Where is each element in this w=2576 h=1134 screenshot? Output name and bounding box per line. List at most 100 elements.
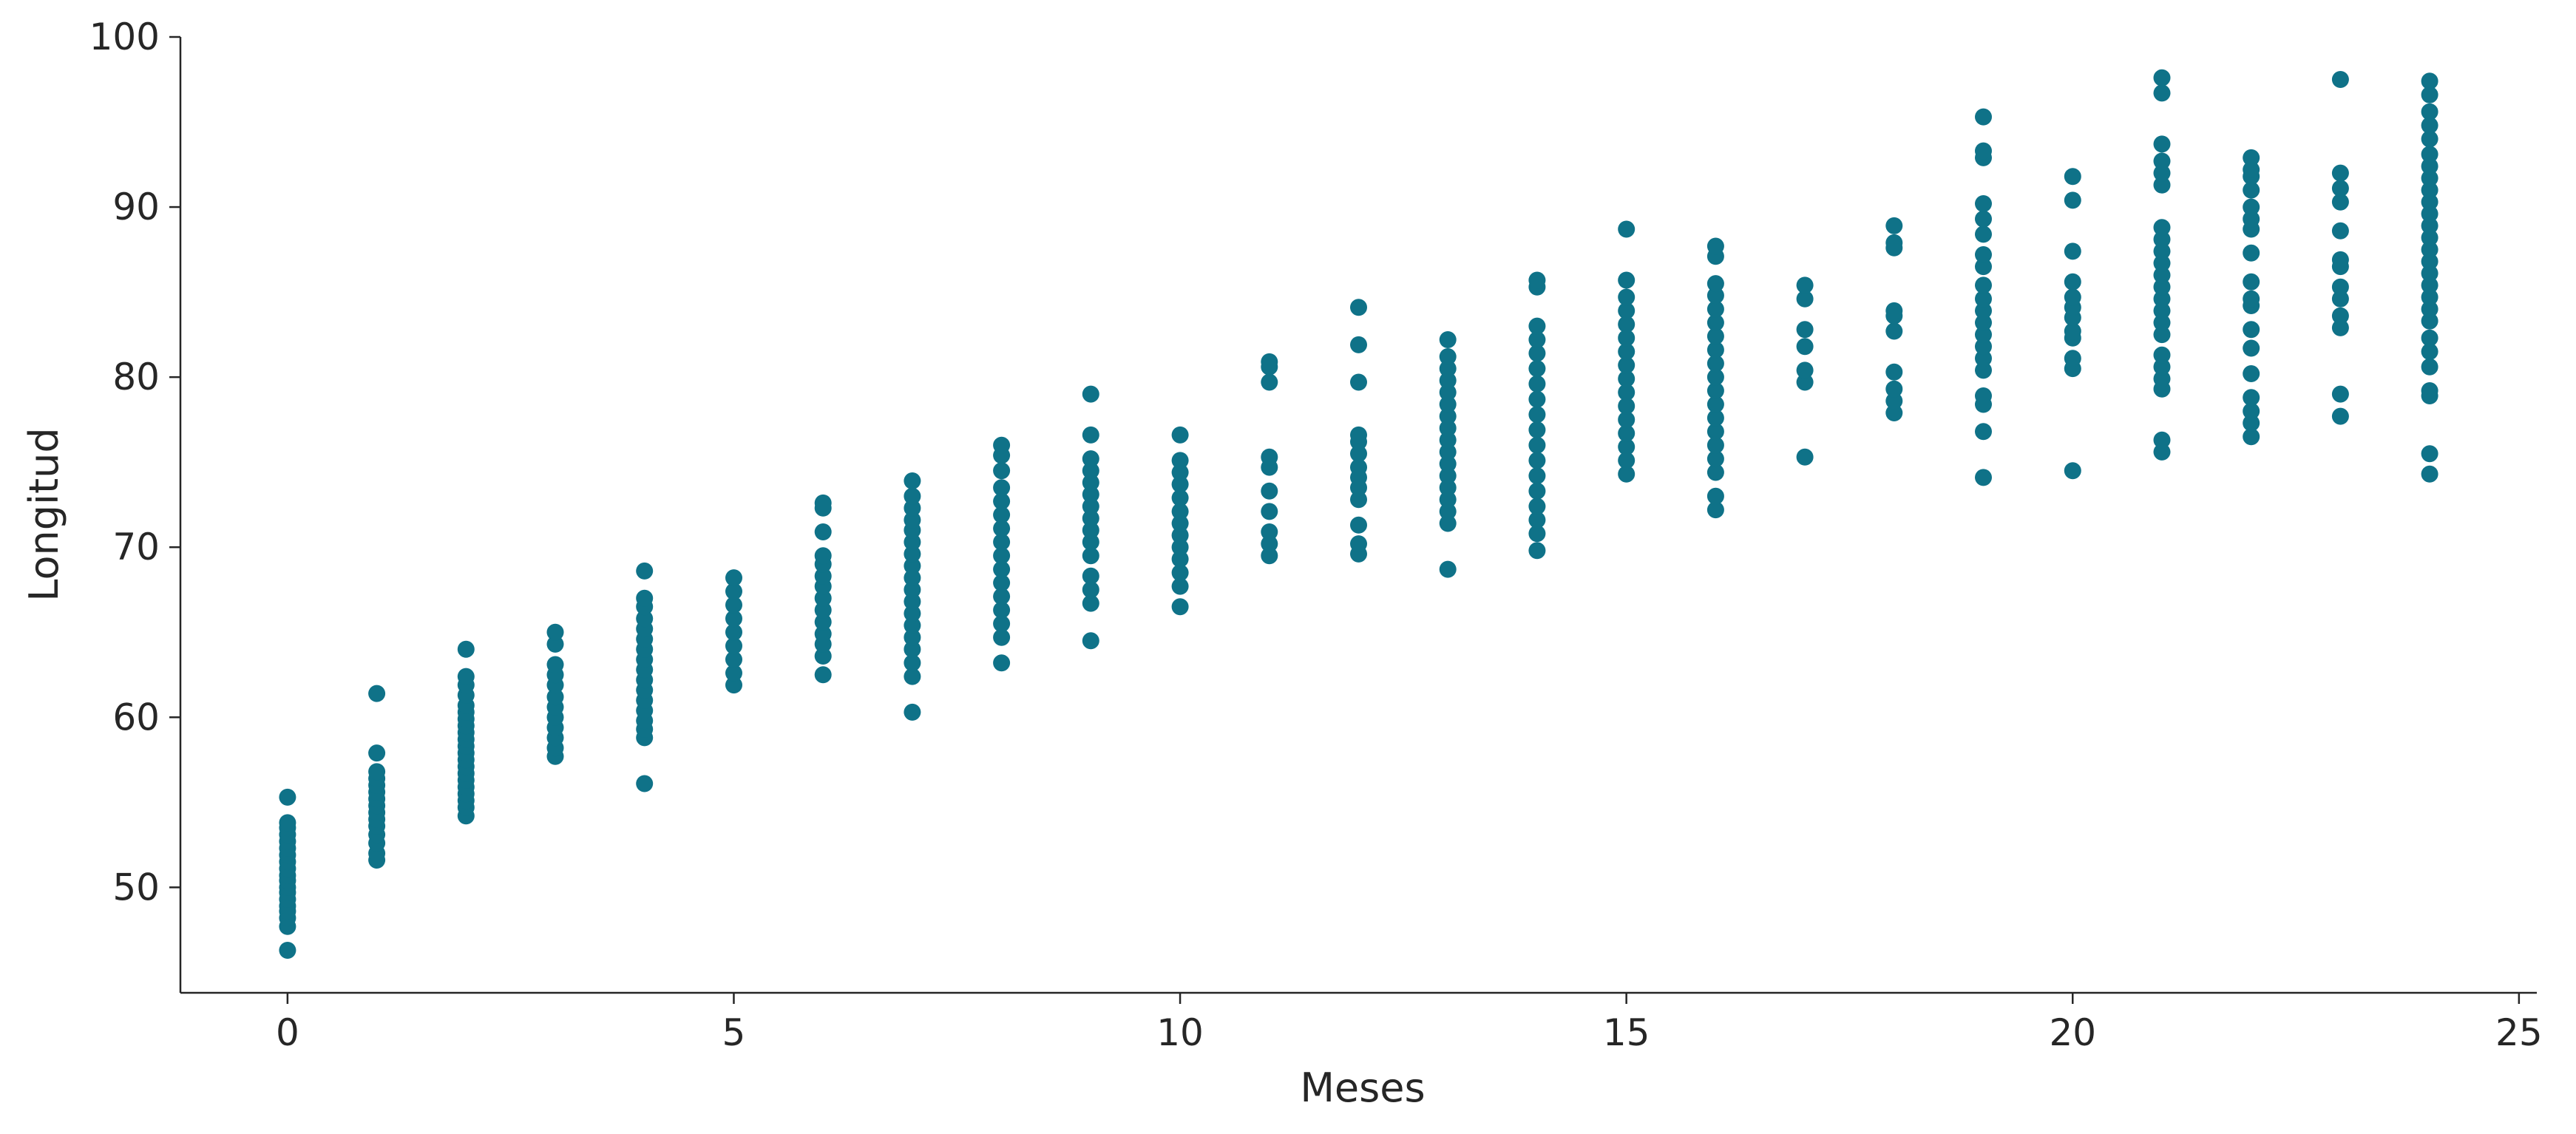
data-point: [1528, 360, 1546, 378]
data-point: [1261, 535, 1278, 553]
data-point: [1528, 452, 1546, 469]
data-point: [1618, 397, 1636, 415]
data-point: [2421, 229, 2438, 246]
data-point: [368, 763, 386, 781]
data-point: [1796, 276, 1814, 294]
data-point: [1082, 462, 1099, 480]
data-point: [1975, 210, 1992, 228]
data-point: [2243, 210, 2260, 228]
data-point: [1439, 491, 1457, 509]
y-tick-label: 80: [112, 356, 160, 398]
data-point: [2243, 161, 2260, 178]
data-point: [1796, 373, 1814, 391]
data-point: [1975, 423, 1992, 441]
data-point: [2153, 242, 2171, 260]
data-point: [2064, 350, 2081, 367]
data-point: [2421, 157, 2438, 175]
data-point: [1439, 331, 1457, 348]
data-point: [546, 688, 564, 706]
data-point: [1706, 450, 1724, 468]
data-point: [725, 596, 742, 614]
data-point: [457, 668, 475, 685]
data-point: [993, 588, 1011, 605]
data-point: [1618, 220, 1636, 238]
data-point: [904, 668, 921, 685]
data-point: [1528, 467, 1546, 485]
data-point: [993, 615, 1011, 633]
data-point: [814, 601, 832, 619]
data-point: [2153, 346, 2171, 364]
data-point: [1706, 501, 1724, 519]
data-point: [2243, 428, 2260, 446]
data-point: [2421, 86, 2438, 103]
data-point: [1706, 409, 1724, 427]
data-point: [1439, 348, 1457, 365]
data-point: [1618, 316, 1636, 333]
data-point: [1439, 479, 1457, 497]
data-point: [1618, 302, 1636, 319]
data-point: [1975, 302, 1992, 319]
data-point: [1528, 542, 1546, 560]
data-point: [2421, 329, 2438, 347]
data-point: [1261, 448, 1278, 466]
data-point: [993, 436, 1011, 454]
data-point: [1439, 372, 1457, 390]
data-point: [2331, 307, 2349, 325]
data-point: [1885, 322, 1903, 340]
data-point: [2153, 219, 2171, 237]
data-point: [1261, 373, 1278, 391]
data-point: [1528, 375, 1546, 393]
data-point: [1261, 547, 1278, 565]
data-point: [1082, 632, 1099, 650]
data-point: [1796, 338, 1814, 356]
data-point: [1528, 421, 1546, 438]
data-point: [1618, 343, 1636, 361]
data-point: [2331, 251, 2349, 268]
data-point: [1439, 560, 1457, 578]
data-point: [2331, 71, 2349, 88]
data-point: [725, 637, 742, 655]
data-point: [2153, 266, 2171, 284]
data-point: [725, 569, 742, 587]
data-point: [1885, 404, 1903, 421]
data-point: [1618, 438, 1636, 455]
data-point: [2421, 358, 2438, 376]
data-point: [904, 703, 921, 721]
data-point: [2064, 191, 2081, 209]
data-point: [1706, 327, 1724, 345]
data-point: [1171, 515, 1189, 532]
x-tick-label: 10: [1156, 1011, 1204, 1054]
data-point: [904, 569, 921, 587]
data-point: [1082, 547, 1099, 565]
data-point: [904, 487, 921, 505]
data-point: [1975, 246, 1992, 263]
data-point: [2331, 407, 2349, 425]
data-point: [1171, 464, 1189, 481]
x-tick-label: 0: [276, 1011, 299, 1054]
x-tick-label: 25: [2495, 1011, 2543, 1054]
data-point: [2421, 146, 2438, 163]
data-point: [2153, 84, 2171, 102]
data-point: [1885, 392, 1903, 410]
data-point: [1796, 321, 1814, 339]
data-point: [636, 589, 654, 607]
data-point: [1528, 525, 1546, 543]
data-point: [2243, 181, 2260, 199]
data-point: [904, 557, 921, 574]
data-point: [1528, 482, 1546, 500]
data-point: [279, 814, 296, 832]
data-point: [1082, 426, 1099, 444]
data-point: [546, 623, 564, 641]
data-point: [1439, 407, 1457, 425]
x-axis-title: Meses: [1300, 1065, 1425, 1111]
data-point: [2243, 365, 2260, 382]
data-point: [2421, 465, 2438, 483]
data-point: [1439, 384, 1457, 401]
data-point: [1171, 489, 1189, 506]
data-point: [2064, 273, 2081, 291]
data-point: [904, 605, 921, 622]
data-point: [1171, 475, 1189, 493]
data-point: [2243, 149, 2260, 166]
data-point: [1975, 326, 1992, 344]
